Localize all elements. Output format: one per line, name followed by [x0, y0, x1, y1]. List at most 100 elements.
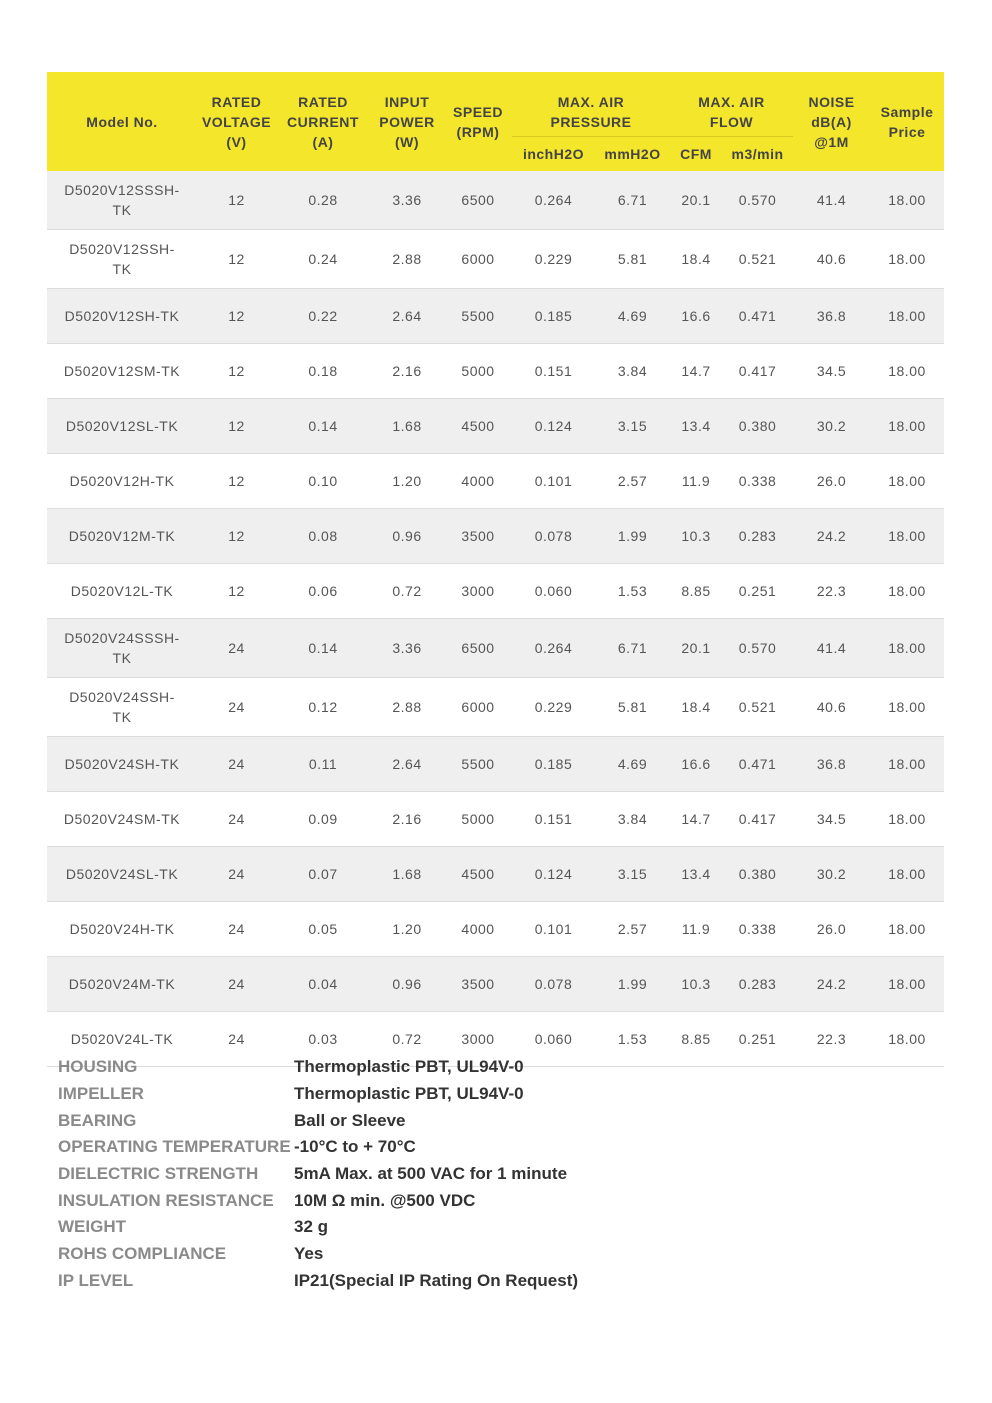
- table-cell: 3.15: [595, 846, 670, 902]
- table-cell: 24: [197, 618, 276, 678]
- table-cell: 0.283: [722, 508, 794, 564]
- spec-row: IMPELLER Thermoplastic PBT, UL94V-0: [58, 1081, 578, 1108]
- table-cell: 18.00: [870, 956, 945, 1012]
- table-cell: 26.0: [793, 453, 871, 509]
- table-cell: 0.151: [512, 343, 595, 399]
- table-cell: 22.3: [793, 563, 871, 619]
- table-row: D5020V24SSH-TK 24 0.12 2.88 6000 0.229 5.81 18.…: [47, 677, 945, 737]
- table-cell: 0.185: [512, 736, 595, 792]
- model-cell: D5020V12M-TK: [47, 508, 197, 564]
- spec-value: Yes: [294, 1244, 324, 1264]
- table-cell: 10.3: [670, 956, 722, 1012]
- table-cell: 0.229: [512, 677, 595, 737]
- table-cell: 24: [197, 846, 276, 902]
- table-cell: 3.84: [595, 791, 670, 847]
- model-cell: D5020V24H-TK: [47, 901, 197, 957]
- table-cell: 0.18: [276, 343, 370, 399]
- table-cell: 12: [197, 171, 276, 230]
- header-row: Model No. RATED VOLTAGE (V) RATED CURRENT …: [47, 72, 945, 171]
- table-row: D5020V12H-TK 12 0.10 1.20 4000 0.101 2.57 11.9 0…: [47, 453, 945, 509]
- model-cell: D5020V24SH-TK: [47, 736, 197, 792]
- table-cell: 0.06: [276, 563, 370, 619]
- table-cell: 18.00: [870, 398, 945, 454]
- table-cell: 20.1: [670, 618, 722, 678]
- header-cell: NOISE dB(A) @1M: [793, 72, 871, 171]
- table-cell: 1.20: [370, 901, 444, 957]
- header-cell: SPEED (RPM): [444, 72, 512, 171]
- table-row: D5020V24SM-TK 24 0.09 2.16 5000 0.151 3.84 14.7…: [47, 791, 945, 847]
- table-cell: 13.4: [670, 846, 722, 902]
- table-cell: 3.36: [370, 171, 444, 230]
- table-cell: 18.00: [870, 901, 945, 957]
- table-cell: 6000: [444, 229, 512, 289]
- table-cell: 12: [197, 508, 276, 564]
- table-cell: 2.64: [370, 736, 444, 792]
- table-cell: 5500: [444, 288, 512, 344]
- spec-list: HOUSING Thermoplastic PBT, UL94V-0 IMPELLE…: [58, 1054, 578, 1294]
- table-cell: 14.7: [670, 791, 722, 847]
- table-cell: 20.1: [670, 171, 722, 230]
- spec-label: ROHS COMPLIANCE: [58, 1244, 227, 1264]
- table-cell: 2.16: [370, 343, 444, 399]
- table-cell: 18.00: [870, 171, 945, 230]
- table-cell: 18.00: [870, 508, 945, 564]
- table-cell: 0.251: [722, 563, 794, 619]
- table-cell: 0.078: [512, 956, 595, 1012]
- header-row: inchH2O mmH2O CFM m3/min: [47, 136, 944, 171]
- table-cell: 0.078: [512, 508, 595, 564]
- spec-value: Thermoplastic PBT, UL94V-0: [294, 1084, 524, 1104]
- table-cell: 5500: [444, 736, 512, 792]
- header-cell: INPUT POWER (W): [370, 72, 444, 171]
- table-cell: 5000: [444, 791, 512, 847]
- table-cell: 10.3: [670, 508, 722, 564]
- table-cell: 30.2: [793, 846, 871, 902]
- table-cell: 18.00: [870, 343, 945, 399]
- spec-label: BEARING: [58, 1110, 137, 1130]
- table-cell: 2.88: [370, 677, 444, 737]
- table-cell: 0.101: [512, 901, 595, 957]
- table-cell: 24: [197, 956, 276, 1012]
- table-cell: 1.53: [595, 1011, 670, 1067]
- table-row: D5020V24H-TK 24 0.05 1.20 4000 0.101 2.57 11.9 0…: [47, 901, 945, 957]
- table-cell: 34.5: [793, 343, 871, 399]
- spec-label: OPERATING TEMPERATURE: [58, 1137, 291, 1157]
- table-cell: 2.88: [370, 229, 444, 289]
- spec-row: IP LEVEL IP21(Special IP Rating On Reques…: [58, 1268, 578, 1295]
- table-cell: 14.7: [670, 343, 722, 399]
- table-cell: 18.00: [870, 229, 945, 289]
- table-cell: 4000: [444, 901, 512, 957]
- table-cell: 12: [197, 398, 276, 454]
- model-cell: D5020V12SL-TK: [47, 398, 197, 454]
- spec-row: INSULATION RESISTANCE 10M Ω min. @500 VDC: [58, 1187, 578, 1214]
- table-cell: 12: [197, 288, 276, 344]
- table-cell: 6000: [444, 677, 512, 737]
- table-cell: 0.101: [512, 453, 595, 509]
- spec-label: DIELECTRIC STRENGTH: [58, 1164, 259, 1184]
- table-cell: 0.09: [276, 791, 370, 847]
- table-cell: 0.380: [722, 398, 794, 454]
- sub-header-cell: CFM: [670, 136, 722, 171]
- spec-value: Thermoplastic PBT, UL94V-0: [294, 1057, 524, 1077]
- table-cell: 0.380: [722, 846, 794, 902]
- table-cell: 0.22: [276, 288, 370, 344]
- table-cell: 18.00: [870, 677, 945, 737]
- table-cell: 0.14: [276, 398, 370, 454]
- table-cell: 36.8: [793, 736, 871, 792]
- spec-label: IMPELLER: [58, 1084, 144, 1104]
- table-cell: 3000: [444, 563, 512, 619]
- header-cell: Model No.: [47, 72, 197, 171]
- table-cell: 18.00: [870, 618, 945, 678]
- table-cell: 0.264: [512, 618, 595, 678]
- table-cell: 2.57: [595, 453, 670, 509]
- table-cell: 0.11: [276, 736, 370, 792]
- header-cell: RATED CURRENT (A): [276, 72, 370, 171]
- table-cell: 6500: [444, 618, 512, 678]
- table-cell: 0.338: [722, 453, 794, 509]
- table-cell: 11.9: [670, 453, 722, 509]
- spec-table: Model No. RATED VOLTAGE (V) RATED CURRENT …: [47, 72, 945, 1067]
- table-cell: 22.3: [793, 1011, 871, 1067]
- spec-value: IP21(Special IP Rating On Request): [294, 1270, 579, 1290]
- spec-label: HOUSING: [58, 1057, 138, 1077]
- table-cell: 36.8: [793, 288, 871, 344]
